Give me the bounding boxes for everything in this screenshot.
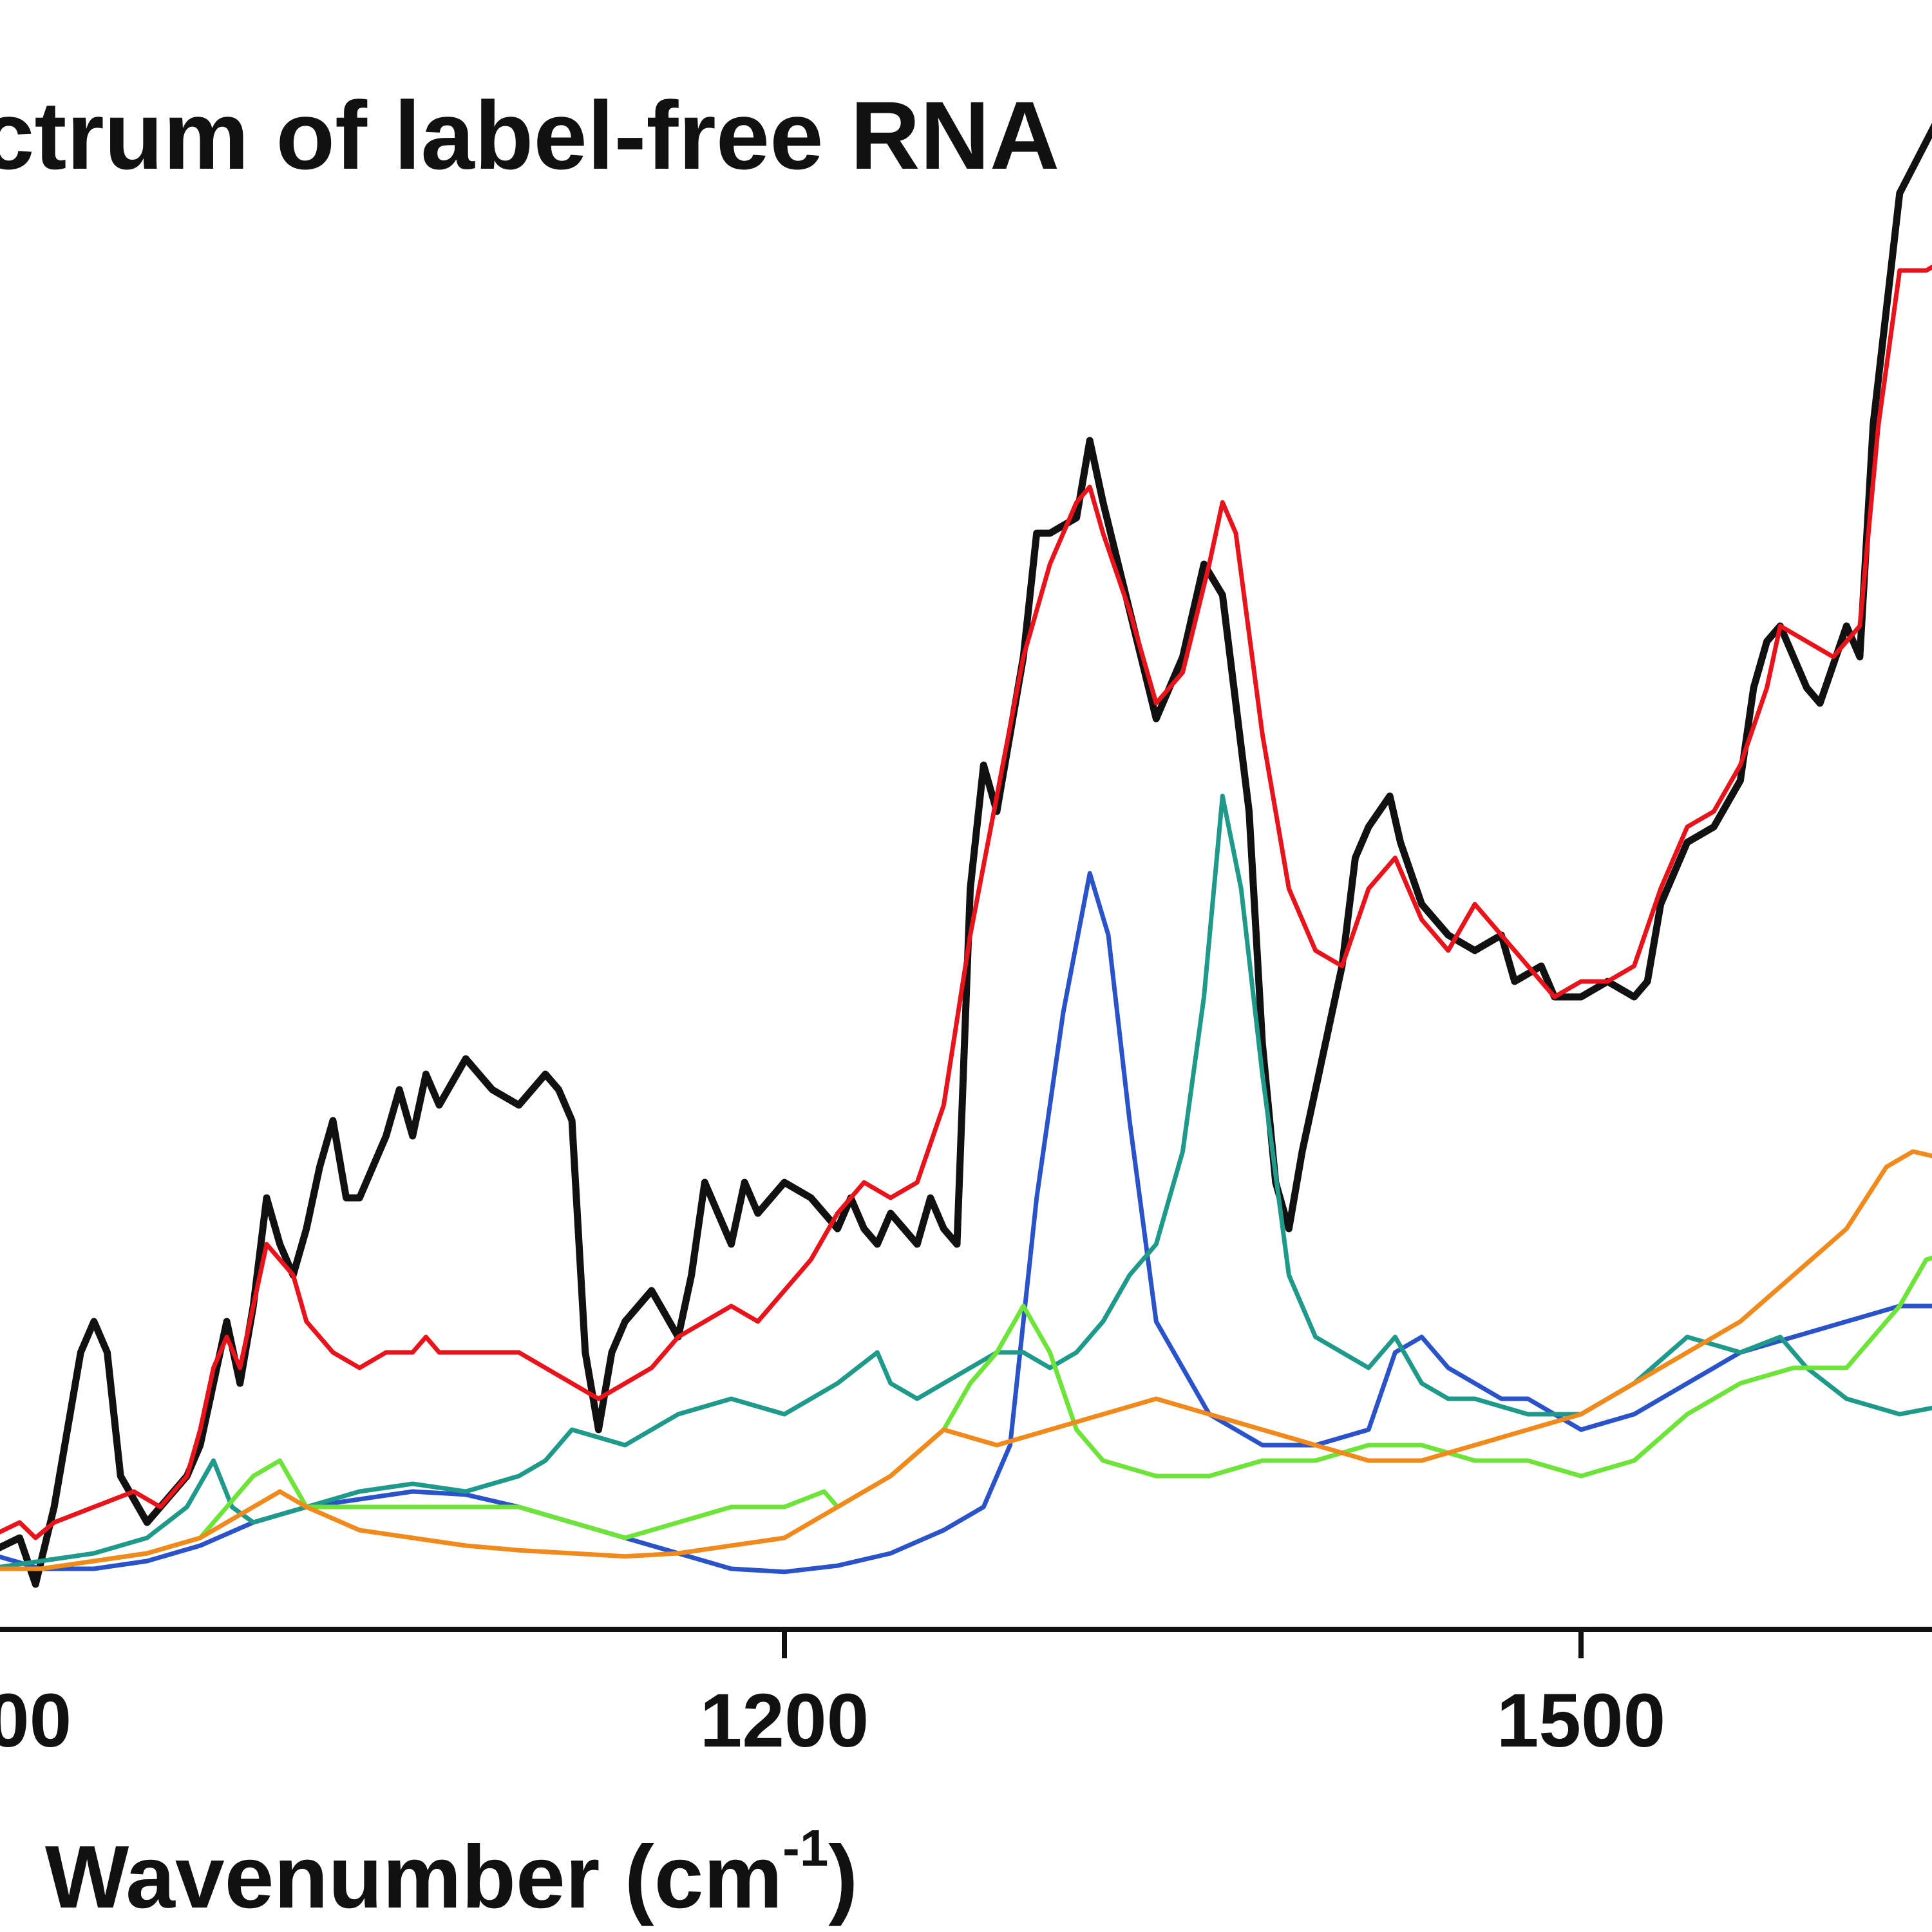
- series-line-4: [0, 793, 1932, 1569]
- series-line-5: [0, 1255, 1932, 1571]
- series-line-2: [0, 264, 1932, 1540]
- chart-title: ctrum of label-free RNA: [0, 81, 1059, 189]
- series-line-6: [0, 1149, 1932, 1571]
- x-axis-label-superscript: -1: [782, 1819, 828, 1877]
- series-line-1: [0, 122, 1932, 1588]
- x-axis-label-main: Wavenumber (cm: [45, 1828, 782, 1927]
- x-axis-ticks: 00 1200 1500: [0, 1629, 1665, 1763]
- series-layer: [0, 122, 1932, 1588]
- x-tick-label-1: 00: [0, 1678, 71, 1763]
- x-axis-label-close: ): [828, 1828, 858, 1927]
- x-tick-label-2: 1200: [700, 1678, 869, 1763]
- x-tick-label-3: 1500: [1497, 1678, 1666, 1763]
- x-axis-label: Wavenumber (cm-1): [45, 1819, 858, 1927]
